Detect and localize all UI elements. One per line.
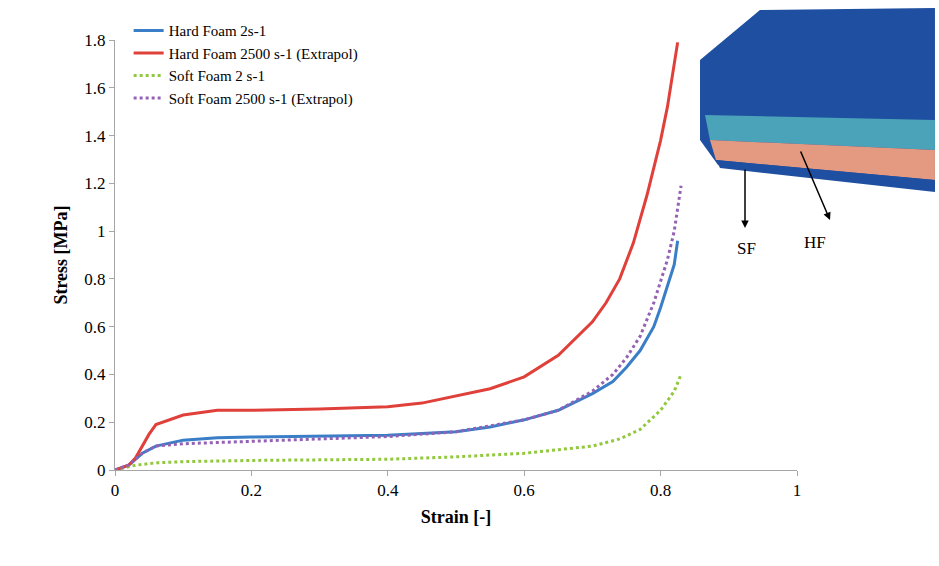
- svg-text:HF: HF: [804, 233, 826, 252]
- svg-text:0: 0: [97, 461, 106, 480]
- svg-text:Soft Foam 2 s-1: Soft Foam 2 s-1: [169, 68, 265, 84]
- svg-text:0.4: 0.4: [84, 365, 106, 384]
- svg-text:0.6: 0.6: [514, 481, 535, 500]
- svg-text:0.2: 0.2: [84, 413, 105, 432]
- svg-text:0: 0: [111, 481, 120, 500]
- svg-text:1.8: 1.8: [84, 31, 105, 50]
- svg-text:1: 1: [97, 222, 106, 241]
- svg-text:Strain [-]: Strain [-]: [421, 507, 492, 527]
- svg-text:1.6: 1.6: [84, 79, 105, 98]
- svg-text:0.6: 0.6: [84, 318, 105, 337]
- svg-text:0.4: 0.4: [377, 481, 399, 500]
- svg-text:1: 1: [793, 481, 802, 500]
- svg-text:Hard Foam 2500 s-1 (Extrapol): Hard Foam 2500 s-1 (Extrapol): [169, 46, 358, 63]
- svg-text:SF: SF: [737, 239, 756, 258]
- svg-text:1.4: 1.4: [84, 127, 106, 146]
- svg-text:Soft Foam 2500 s-1 (Extrapol): Soft Foam 2500 s-1 (Extrapol): [169, 91, 353, 108]
- svg-text:Stress [MPa]: Stress [MPa]: [51, 205, 71, 304]
- svg-text:1.2: 1.2: [84, 174, 105, 193]
- svg-text:0.8: 0.8: [650, 481, 671, 500]
- svg-text:0.8: 0.8: [84, 270, 105, 289]
- svg-text:0.2: 0.2: [241, 481, 262, 500]
- svg-text:Hard Foam 2s-1: Hard Foam 2s-1: [169, 23, 267, 39]
